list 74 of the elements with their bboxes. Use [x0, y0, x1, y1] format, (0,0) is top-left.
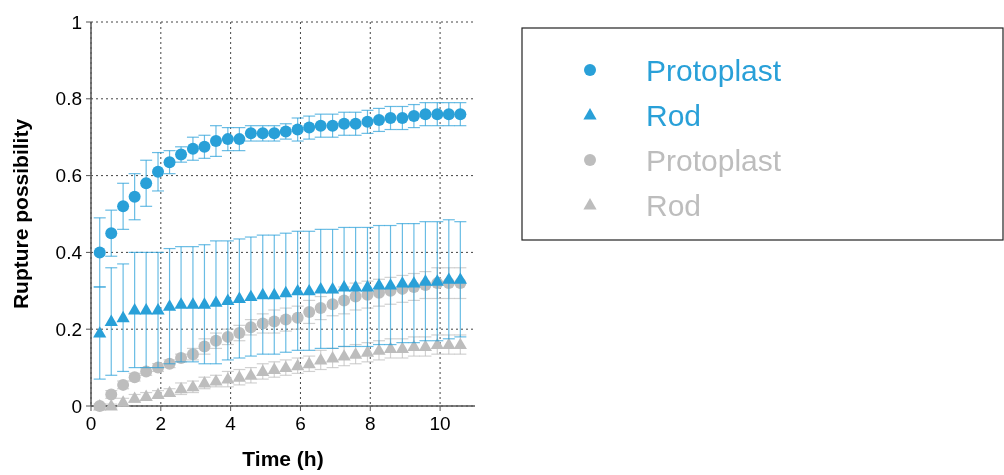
point [326, 119, 339, 132]
point [314, 353, 328, 365]
legend-label: Protoplast [646, 143, 782, 177]
point [291, 283, 305, 296]
point [454, 108, 467, 121]
point [291, 123, 304, 136]
point [232, 291, 246, 303]
x-tick-label: 0 [85, 413, 97, 434]
point [256, 287, 270, 300]
point [407, 110, 420, 123]
point [197, 297, 212, 309]
point [314, 119, 327, 132]
point [162, 299, 177, 311]
point [209, 295, 223, 307]
point [151, 303, 165, 315]
point [430, 274, 444, 286]
y-tick-label: 0 [71, 395, 82, 417]
point [104, 314, 118, 327]
point [152, 165, 165, 178]
point [453, 272, 467, 284]
y-tick-label: 0.2 [55, 318, 82, 340]
point [209, 135, 222, 148]
x-tick-label: 2 [155, 413, 167, 434]
point [116, 310, 130, 323]
point [93, 326, 107, 338]
point [117, 200, 130, 213]
point [221, 133, 234, 146]
point [186, 297, 200, 309]
point [279, 285, 293, 298]
point [174, 297, 188, 309]
point [325, 281, 340, 294]
point [303, 121, 316, 134]
point [314, 281, 328, 294]
point [338, 117, 351, 130]
x-tick-label: 10 [429, 413, 451, 434]
point [349, 117, 362, 130]
point [302, 283, 316, 296]
point [419, 108, 432, 121]
point [373, 113, 385, 126]
point [442, 272, 456, 284]
point [105, 227, 118, 240]
point [431, 108, 444, 121]
point [128, 303, 142, 315]
y-axis-title: Rupture possibility [9, 118, 32, 310]
point [93, 246, 106, 259]
legend-label: Rod [646, 98, 702, 132]
legend-label: Protoplast [646, 53, 782, 87]
legend-label: Rod [646, 188, 702, 222]
point [128, 190, 141, 203]
point [198, 140, 211, 153]
y-tick-label: 0.4 [55, 242, 83, 264]
x-axis-title: Time (h) [242, 447, 324, 470]
point [384, 112, 397, 124]
point [337, 349, 351, 361]
point [233, 133, 246, 146]
point [139, 303, 153, 315]
x-tick-label: 6 [295, 413, 306, 434]
point [325, 351, 340, 363]
y-tick-label: 0.8 [55, 88, 82, 110]
y-tick-label: 0.6 [55, 165, 82, 187]
point [244, 289, 258, 302]
point [407, 276, 421, 288]
point [140, 177, 153, 190]
point [396, 112, 409, 124]
point [442, 108, 455, 121]
point [267, 287, 281, 300]
x-tick-label: 8 [364, 413, 376, 434]
point [186, 142, 199, 155]
point [337, 280, 351, 292]
point [163, 156, 176, 169]
x-tick-label: 4 [225, 413, 237, 434]
point [221, 293, 235, 305]
y-tick-label: 1 [71, 11, 82, 33]
point [361, 115, 374, 128]
